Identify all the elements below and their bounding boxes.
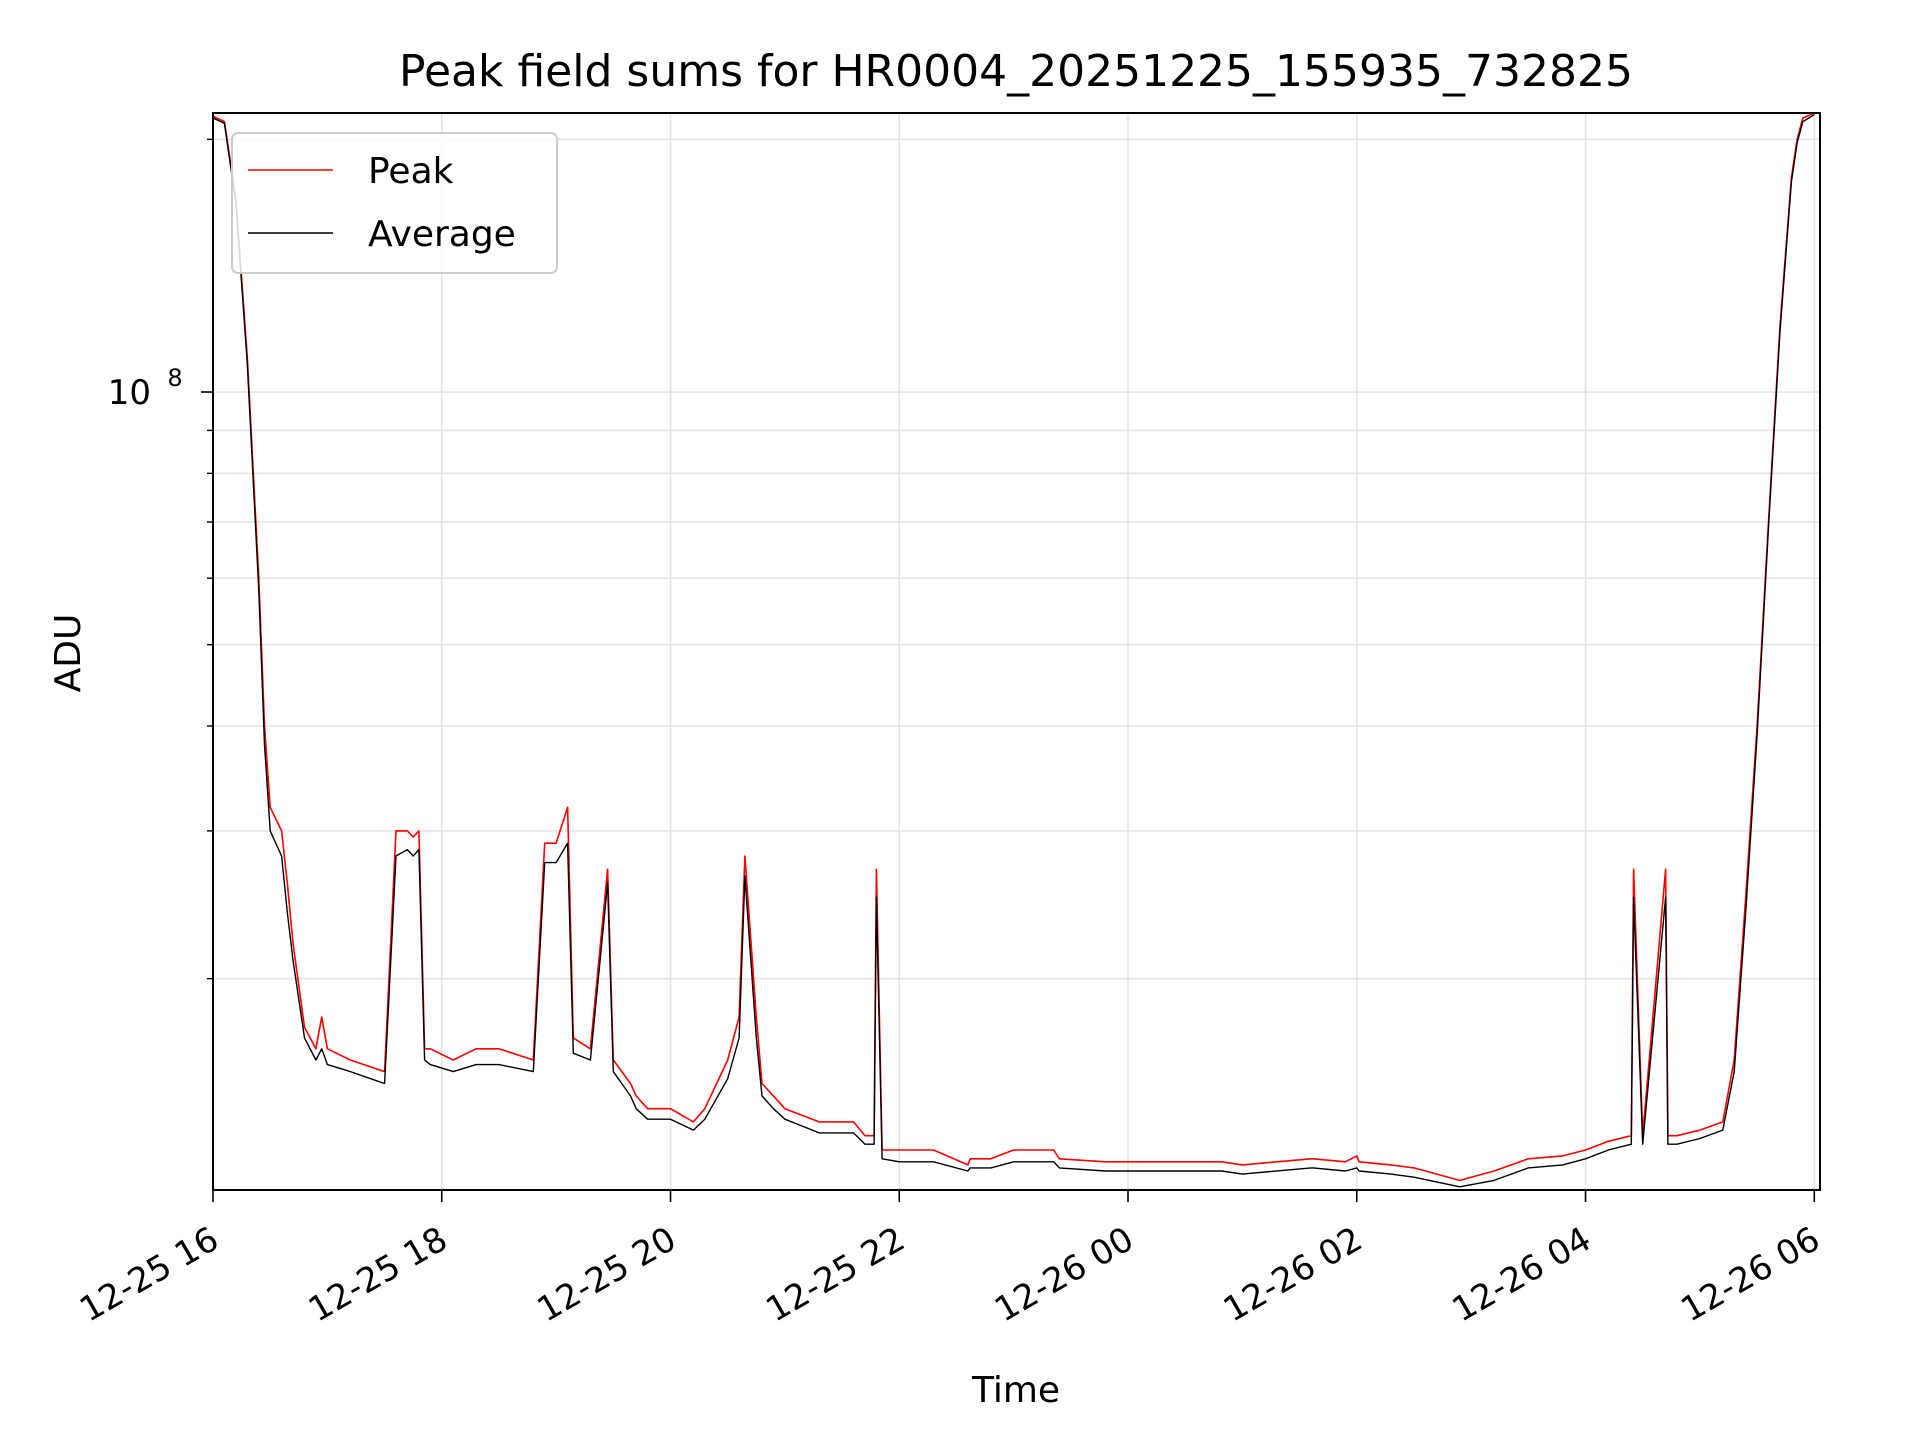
plot-frame xyxy=(212,112,1821,1191)
legend: Peak Average xyxy=(231,132,558,274)
chart-title: Peak field sums for HR0004_20251225_1559… xyxy=(399,46,1633,97)
y-axis-label: ADU xyxy=(48,614,89,693)
y-axis-ticks: 10 8 xyxy=(108,138,213,980)
series-line-average xyxy=(212,114,1815,1188)
y-tick-label: 10 xyxy=(108,373,151,413)
series-lines xyxy=(212,112,1815,1188)
legend-peak-label: Peak xyxy=(368,151,454,192)
legend-box xyxy=(231,132,558,274)
grid xyxy=(212,113,1820,1190)
y-tick-exponent: 8 xyxy=(167,364,182,392)
x-axis-label: Time xyxy=(971,1370,1060,1411)
legend-average-label: Average xyxy=(368,214,516,255)
